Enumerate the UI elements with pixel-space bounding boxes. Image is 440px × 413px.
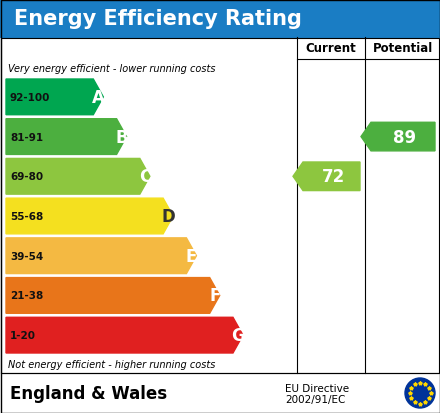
Text: 69-80: 69-80: [10, 172, 43, 182]
Text: 81-91: 81-91: [10, 132, 43, 142]
Text: B: B: [115, 128, 128, 146]
Text: C: C: [139, 168, 151, 186]
Text: 92-100: 92-100: [10, 93, 50, 102]
Text: 89: 89: [393, 128, 417, 146]
Text: E: E: [186, 247, 197, 265]
Text: 55-68: 55-68: [10, 211, 43, 221]
Text: EU Directive: EU Directive: [285, 383, 349, 393]
Polygon shape: [6, 159, 150, 195]
Text: F: F: [209, 287, 220, 305]
Polygon shape: [293, 163, 360, 191]
Text: Potential: Potential: [372, 43, 433, 55]
Polygon shape: [6, 238, 196, 274]
Bar: [0, 0, 440, 38]
Text: England & Wales: England & Wales: [10, 384, 167, 402]
Circle shape: [405, 378, 435, 408]
Bar: [1, 39, 439, 373]
Text: 72: 72: [322, 168, 345, 186]
Polygon shape: [6, 80, 103, 116]
Polygon shape: [6, 199, 173, 234]
Polygon shape: [361, 123, 435, 152]
Text: Current: Current: [306, 43, 356, 55]
Text: G: G: [231, 326, 245, 344]
Text: 21-38: 21-38: [10, 291, 43, 301]
Text: Energy Efficiency Rating: Energy Efficiency Rating: [14, 9, 302, 29]
Polygon shape: [6, 318, 243, 353]
Text: 2002/91/EC: 2002/91/EC: [285, 394, 345, 404]
Text: Very energy efficient - lower running costs: Very energy efficient - lower running co…: [8, 64, 216, 74]
Text: A: A: [92, 89, 105, 107]
Text: 1-20: 1-20: [10, 330, 36, 340]
Polygon shape: [6, 278, 220, 313]
Text: Not energy efficient - higher running costs: Not energy efficient - higher running co…: [8, 359, 215, 369]
Polygon shape: [6, 119, 127, 155]
Text: D: D: [161, 207, 175, 225]
Text: 39-54: 39-54: [10, 251, 43, 261]
